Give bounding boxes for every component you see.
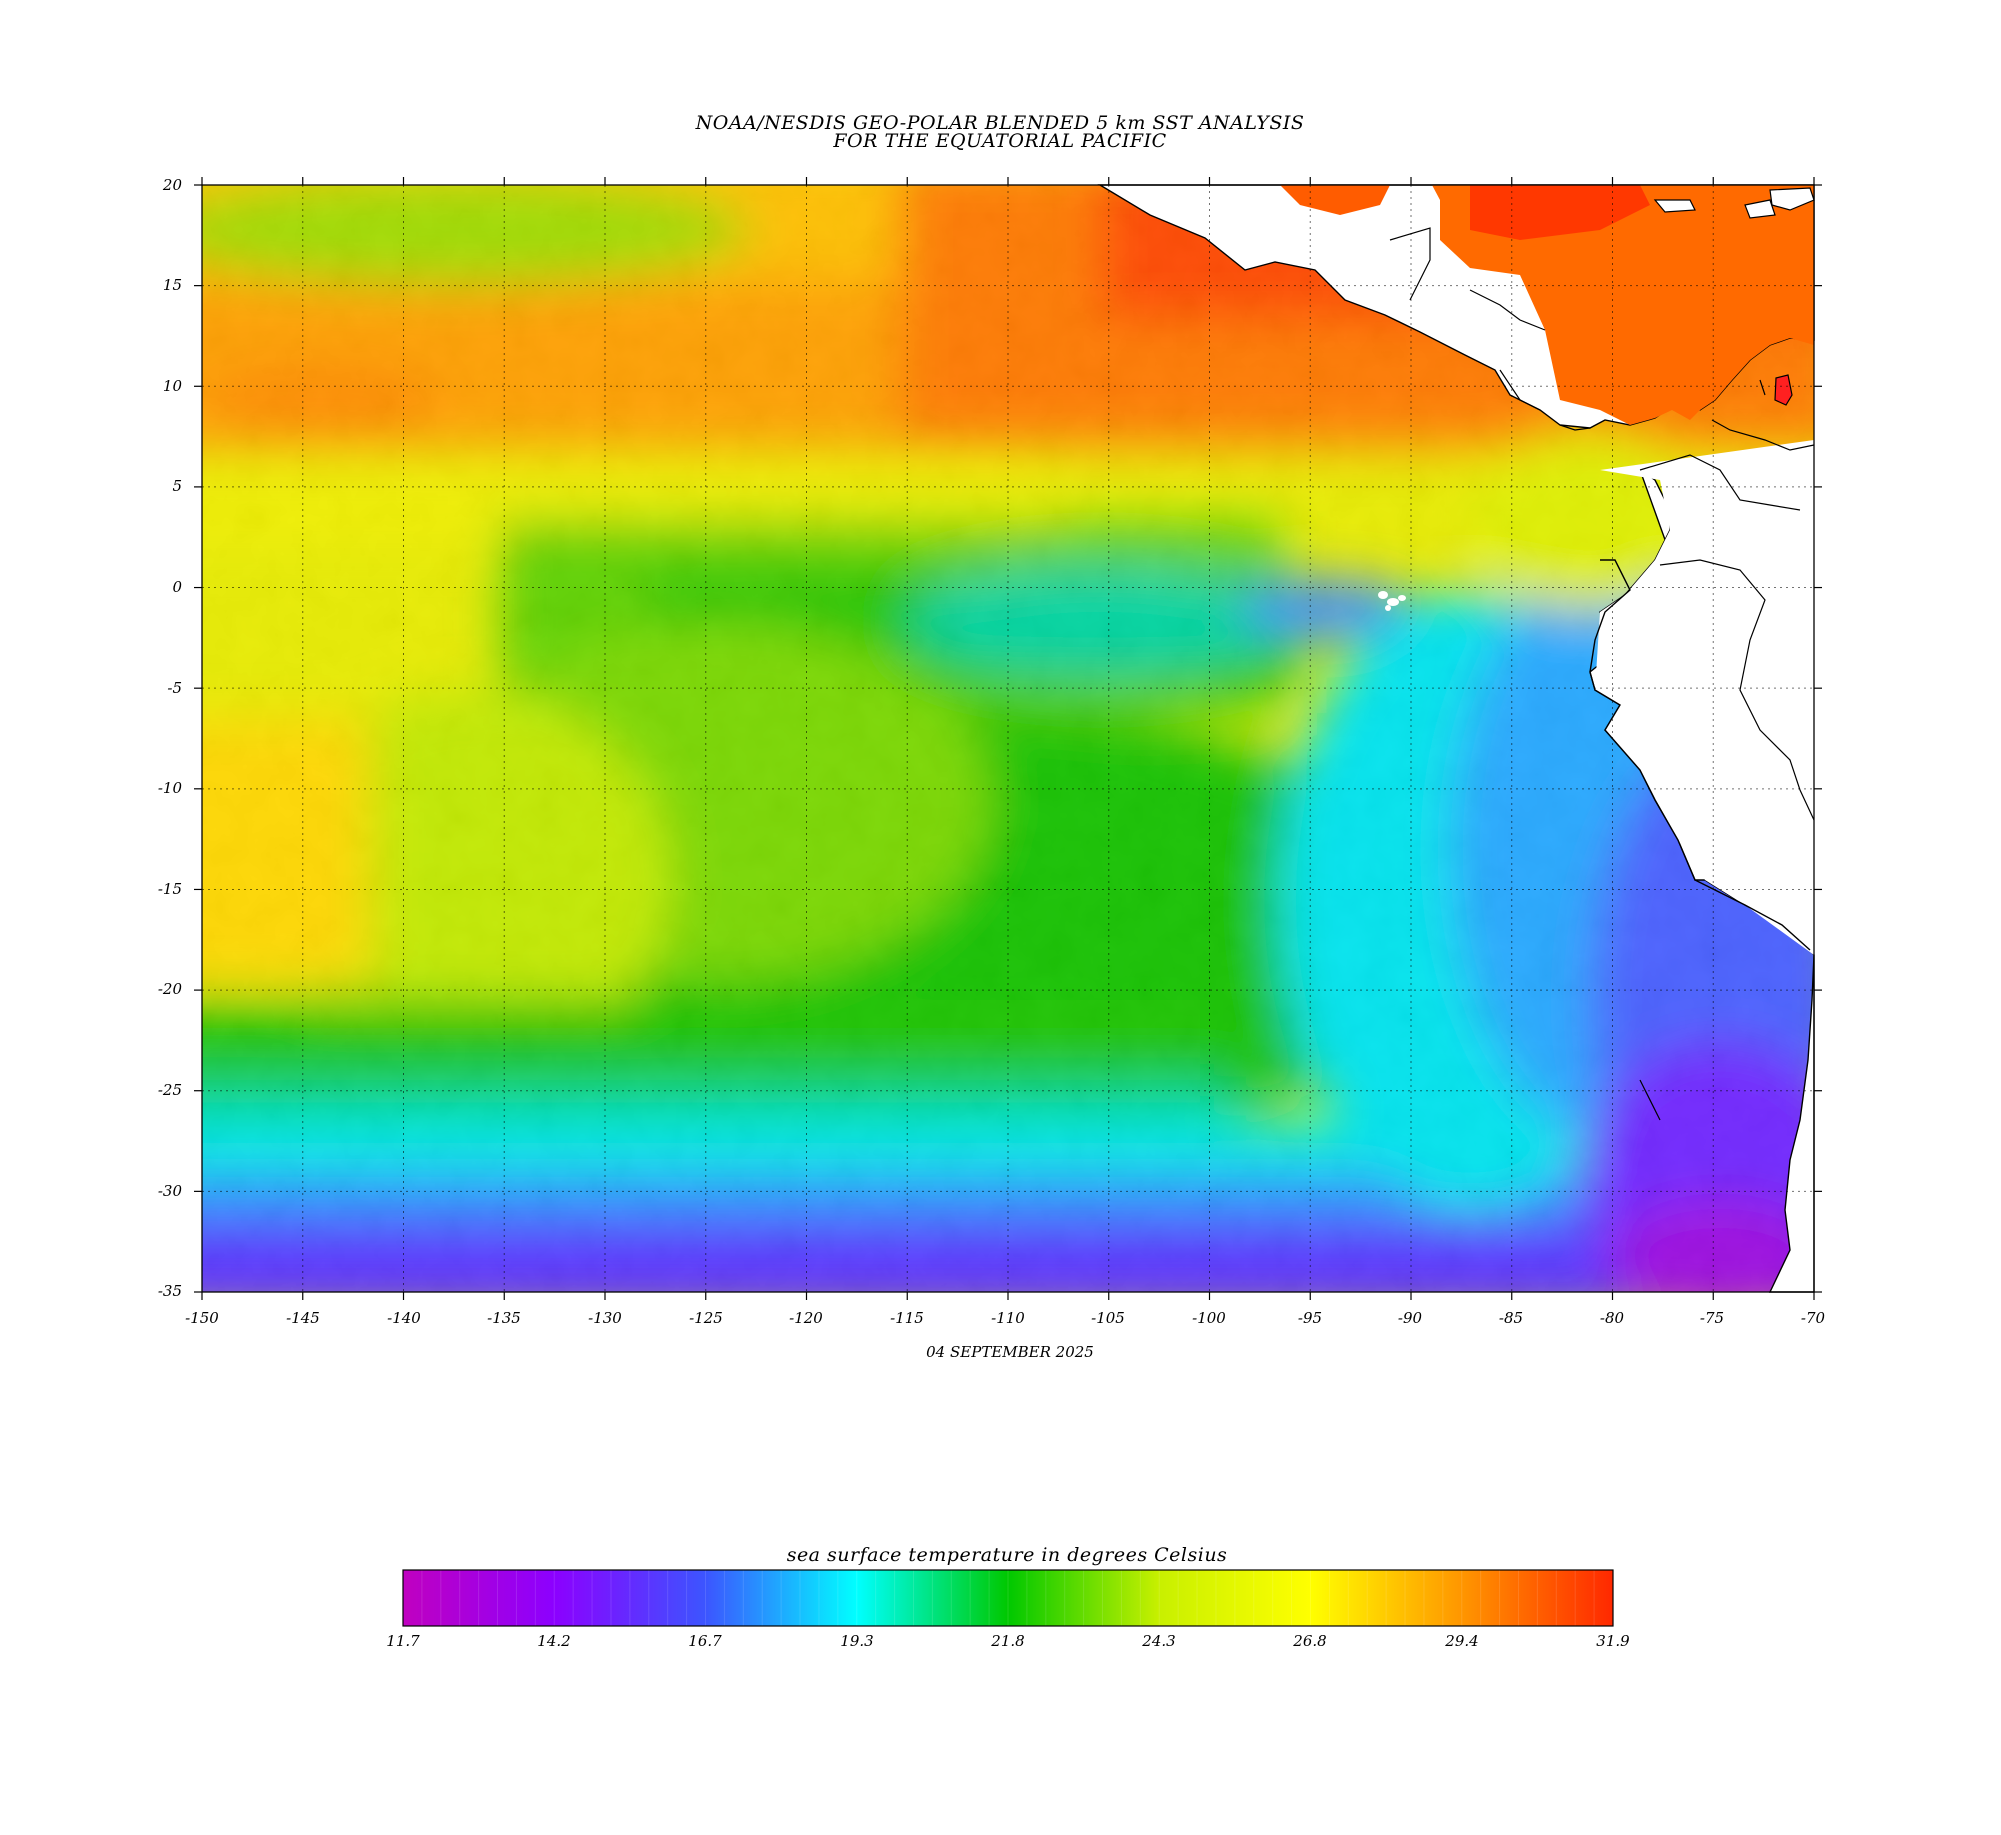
- colorbar-tick-label: 24.3: [1141, 1632, 1175, 1650]
- title-line-1: NOAA/NESDIS GEO-POLAR BLENDED 5 km SST A…: [695, 112, 1305, 134]
- lon-label: -115: [890, 1309, 924, 1327]
- caribbean-sea: [1280, 185, 1814, 425]
- lon-label: -100: [1192, 1309, 1226, 1327]
- lat-label: -10: [158, 779, 183, 797]
- axis-ticks: [194, 177, 1822, 1300]
- lon-label: -130: [588, 1309, 622, 1327]
- lat-label: 10: [163, 377, 183, 395]
- colorbar-frame: [402, 1569, 1614, 1627]
- lon-label: -95: [1298, 1309, 1322, 1327]
- lat-label: -20: [158, 980, 183, 998]
- colorbar-ticks: 11.7 14.2 16.7 19.3 21.8 24.3 26.8 29.4 …: [386, 1632, 1630, 1650]
- lon-label: -135: [487, 1309, 521, 1327]
- lon-label: -85: [1499, 1309, 1523, 1327]
- title-line-2: FOR THE EQUATORIAL PACIFIC: [832, 130, 1166, 152]
- colorbar-tick-label: 16.7: [688, 1632, 722, 1650]
- lon-label: -80: [1600, 1309, 1625, 1327]
- lon-label: -145: [286, 1309, 320, 1327]
- lat-label: -15: [158, 880, 182, 898]
- lon-label: -120: [789, 1309, 823, 1327]
- colorbar-steps: [421, 1570, 1595, 1626]
- colorbar-tick-label: 21.8: [990, 1632, 1024, 1650]
- lon-label: -75: [1700, 1309, 1724, 1327]
- lat-label: 15: [163, 276, 182, 294]
- lat-label: 20: [162, 176, 183, 194]
- lat-label: -5: [167, 679, 182, 697]
- colorbar-tick-label: 31.9: [1596, 1632, 1630, 1650]
- lon-label: -110: [991, 1309, 1025, 1327]
- date-label: 04 SEPTEMBER 2025: [926, 1343, 1094, 1361]
- lat-label: -25: [158, 1081, 182, 1099]
- political-borders: [1389, 187, 1815, 1121]
- lat-label: -35: [158, 1282, 182, 1300]
- colorbar-tick-label: 14.2: [537, 1632, 570, 1650]
- lon-label: -70: [1801, 1309, 1826, 1327]
- colorbar-title: sea surface temperature in degrees Celsi…: [787, 1544, 1228, 1566]
- galapagos-islands: [1378, 591, 1406, 611]
- lon-label: -140: [387, 1309, 421, 1327]
- south-america-interior-fill: [1595, 440, 1814, 955]
- lat-label: -30: [158, 1182, 183, 1200]
- lon-label: -125: [689, 1309, 723, 1327]
- lon-label: -150: [185, 1309, 219, 1327]
- longitude-labels: -150 -145 -140 -135 -130 -125 -120 -115 …: [185, 1309, 1825, 1327]
- map-frame: [201, 184, 1815, 1293]
- south-america-coastline: [1589, 559, 1811, 951]
- latitude-labels: 20 15 10 5 0 -5 -10 -15 -20 -25 -30 -35: [158, 176, 183, 1300]
- lat-label: 0: [172, 578, 182, 596]
- colorbar-tick-label: 26.8: [1292, 1632, 1326, 1650]
- lon-label: -90: [1398, 1309, 1423, 1327]
- colorbar: [403, 1570, 1613, 1626]
- colorbar-tick-label: 19.3: [840, 1632, 873, 1650]
- lon-label: -105: [1091, 1309, 1125, 1327]
- colorbar-tick-label: 29.4: [1444, 1632, 1478, 1650]
- lat-label: 5: [172, 477, 182, 495]
- colorbar-tick-label: 11.7: [386, 1632, 420, 1650]
